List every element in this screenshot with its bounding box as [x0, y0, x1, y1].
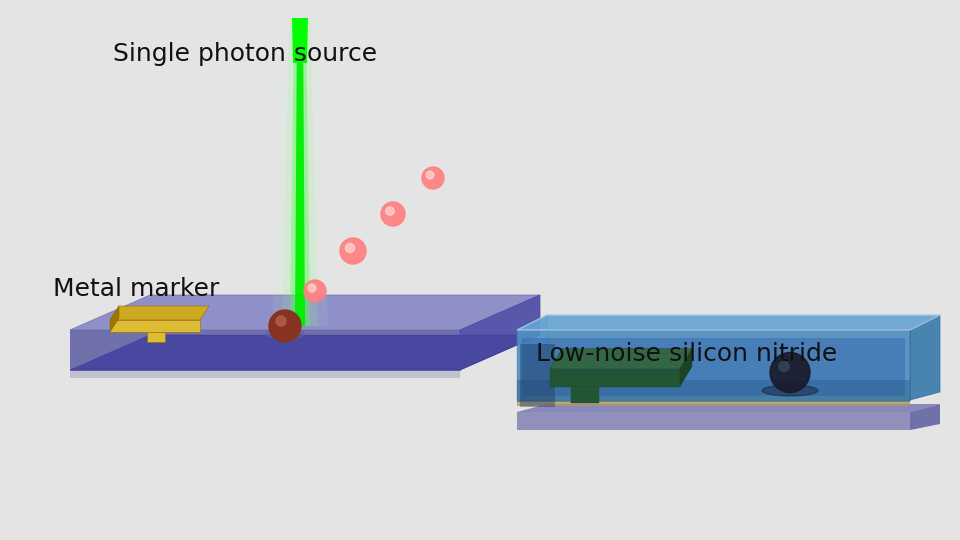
- Polygon shape: [910, 315, 940, 400]
- Circle shape: [426, 171, 434, 179]
- Polygon shape: [70, 295, 540, 330]
- Polygon shape: [517, 315, 940, 330]
- Polygon shape: [110, 320, 200, 332]
- Polygon shape: [460, 295, 540, 370]
- Text: Metal marker: Metal marker: [53, 277, 219, 301]
- Ellipse shape: [762, 385, 818, 396]
- Circle shape: [304, 280, 326, 302]
- Polygon shape: [680, 348, 692, 387]
- Circle shape: [269, 310, 301, 342]
- Polygon shape: [70, 335, 540, 370]
- Polygon shape: [517, 330, 910, 400]
- Polygon shape: [910, 404, 940, 430]
- Polygon shape: [292, 18, 308, 63]
- Polygon shape: [290, 18, 310, 326]
- Polygon shape: [520, 343, 555, 407]
- Circle shape: [276, 316, 286, 326]
- Polygon shape: [571, 387, 599, 402]
- Polygon shape: [517, 380, 910, 402]
- Polygon shape: [110, 306, 209, 320]
- Polygon shape: [147, 332, 165, 342]
- Polygon shape: [272, 18, 328, 326]
- Circle shape: [340, 238, 366, 264]
- Text: Single photon source: Single photon source: [112, 42, 377, 66]
- Polygon shape: [282, 18, 318, 326]
- Circle shape: [346, 244, 354, 253]
- Polygon shape: [550, 368, 680, 387]
- Polygon shape: [110, 306, 119, 332]
- Polygon shape: [522, 338, 905, 396]
- Text: Low-noise silicon nitride: Low-noise silicon nitride: [536, 342, 837, 366]
- Polygon shape: [550, 348, 692, 368]
- Polygon shape: [517, 315, 940, 330]
- Polygon shape: [70, 330, 460, 370]
- Circle shape: [308, 284, 316, 292]
- Circle shape: [381, 202, 405, 226]
- Circle shape: [386, 207, 395, 215]
- Polygon shape: [70, 370, 460, 378]
- Circle shape: [779, 361, 789, 372]
- Circle shape: [770, 353, 810, 393]
- Polygon shape: [517, 400, 910, 406]
- Polygon shape: [517, 315, 547, 400]
- Polygon shape: [517, 412, 910, 430]
- Circle shape: [422, 167, 444, 189]
- Polygon shape: [295, 18, 305, 326]
- Ellipse shape: [265, 329, 305, 339]
- Polygon shape: [517, 404, 940, 412]
